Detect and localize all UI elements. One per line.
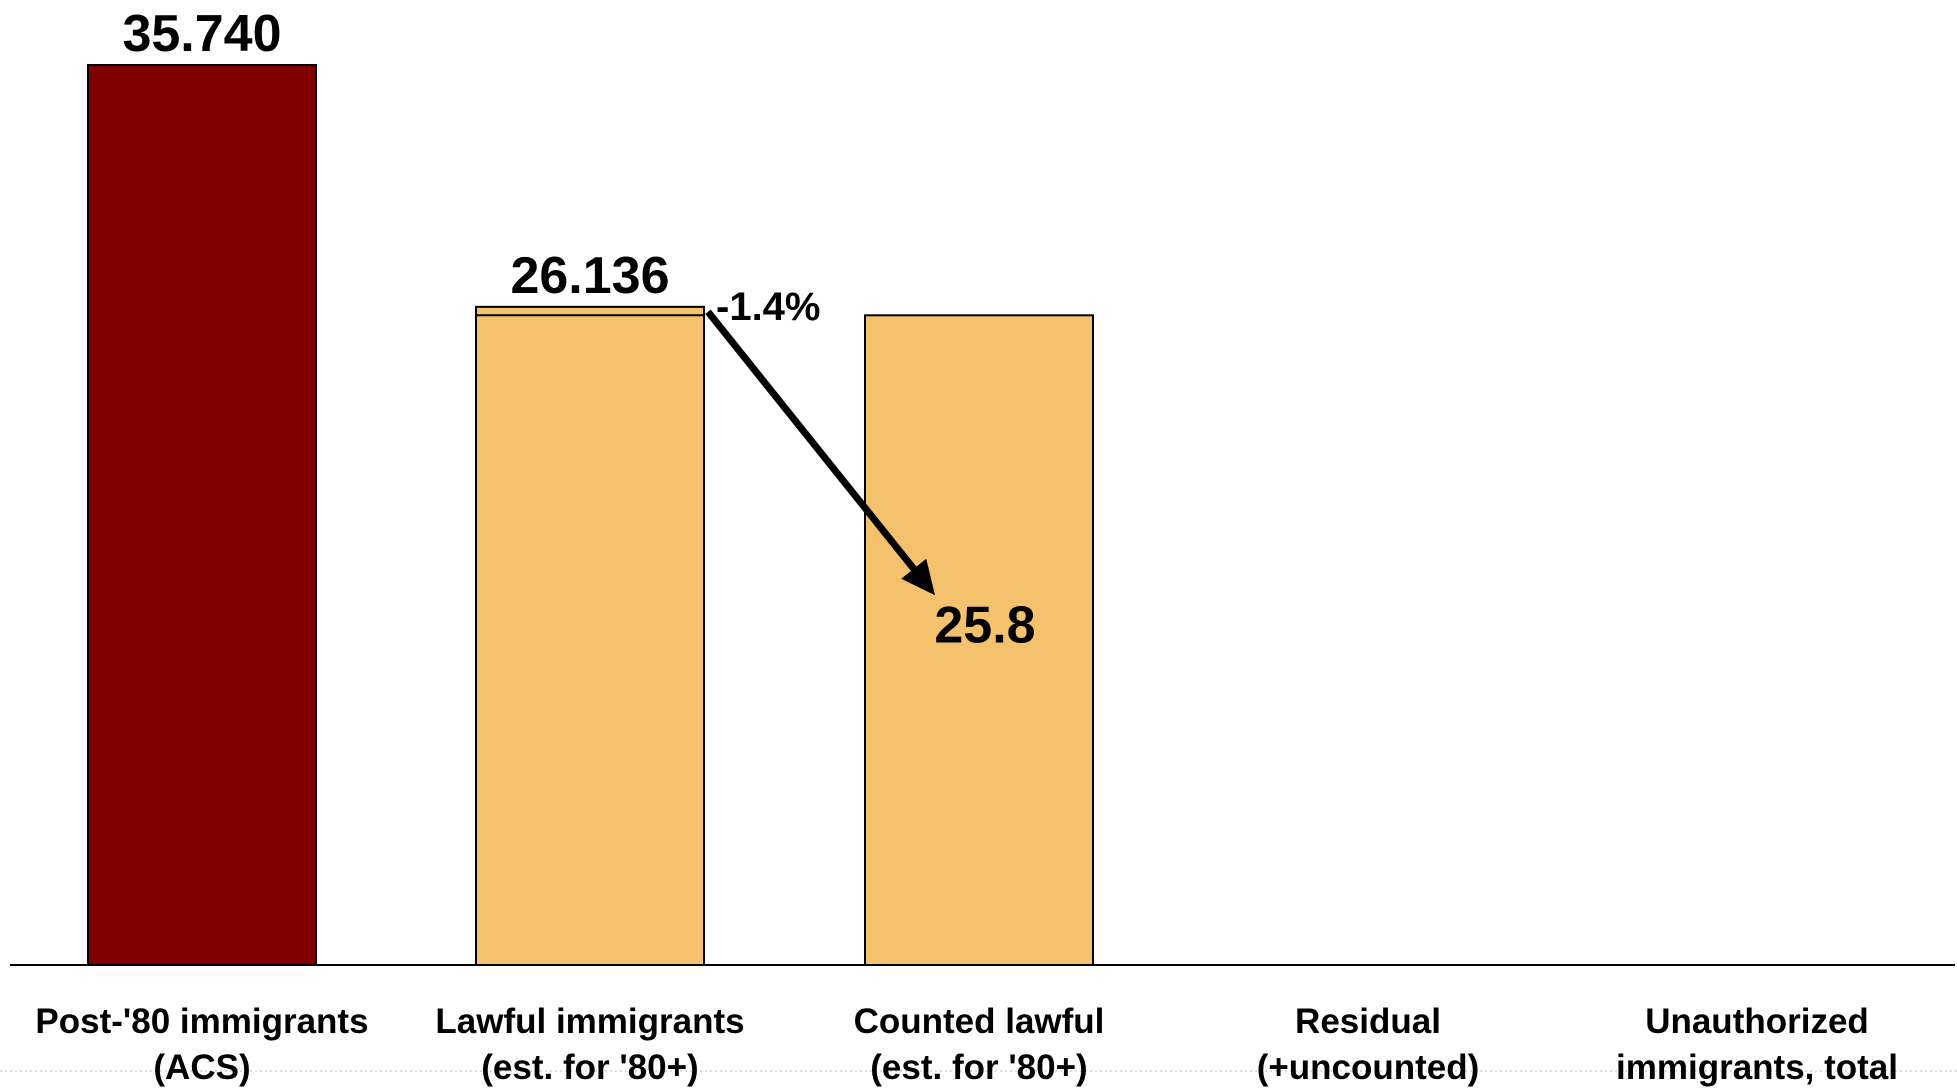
bar-counted-lawful — [864, 314, 1094, 966]
category-label-post-80-immigrants-line-1: Post-'80 immigrants — [35, 1002, 368, 1041]
bar-post-80-immigrants — [87, 64, 317, 966]
bar-lawful-immigrants — [475, 305, 705, 966]
category-label-residual-line-1: Residual — [1295, 1002, 1441, 1041]
category-label-counted-lawful-line-2: (est. for '80+) — [870, 1048, 1087, 1087]
annotation-label: -1.4% — [716, 285, 821, 329]
category-label-unauthorized-line-2: immigrants, total — [1616, 1048, 1898, 1087]
annotation-arrow-head — [901, 558, 935, 596]
category-label-post-80-immigrants-line-2: (ACS) — [153, 1048, 250, 1087]
data-label-post-80-immigrants: 35.740 — [122, 5, 281, 63]
category-label-unauthorized-line-1: Unauthorized — [1645, 1002, 1869, 1041]
category-label-lawful-immigrants-line-1: Lawful immigrants — [435, 1002, 744, 1041]
data-label-lawful-immigrants: 26.136 — [510, 247, 669, 305]
data-label-counted-lawful: 25.8 — [934, 596, 1035, 654]
category-label-residual-line-2: (+uncounted) — [1257, 1048, 1480, 1087]
category-label-counted-lawful-line-1: Counted lawful — [854, 1002, 1105, 1041]
annotation-arrow-shaft — [705, 309, 917, 571]
category-label-lawful-immigrants-line-2: (est. for '80+) — [481, 1048, 698, 1087]
